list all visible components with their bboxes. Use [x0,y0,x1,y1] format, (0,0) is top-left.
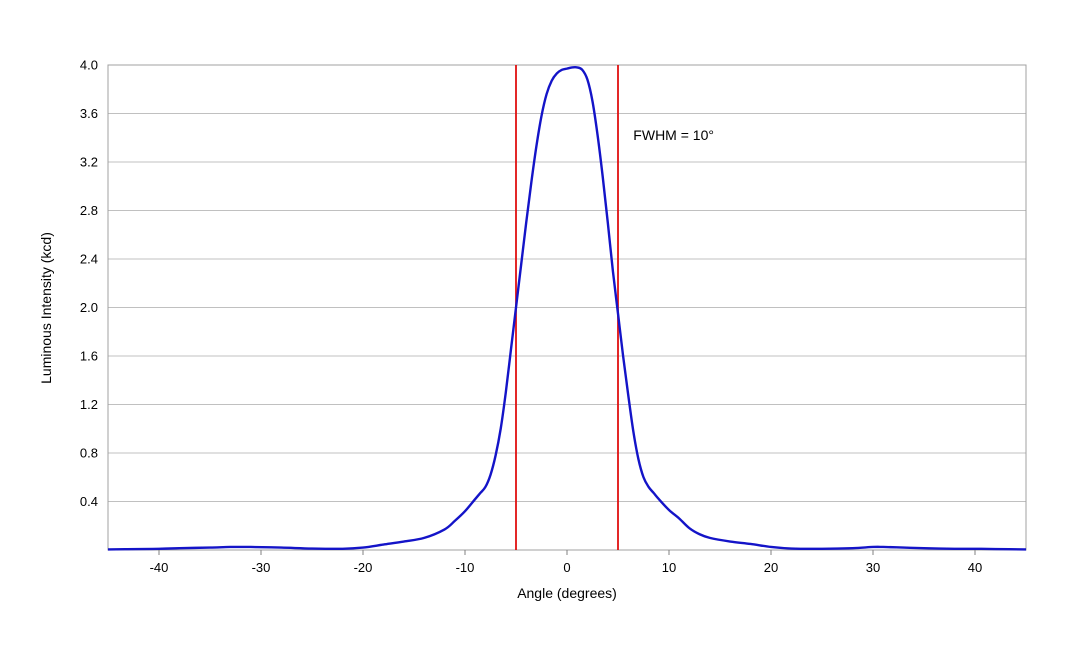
y-tick-label: 1.6 [80,349,98,364]
y-axis-title: Luminous Intensity (kcd) [38,232,54,384]
gridlines [108,64,1026,502]
y-tick-label: 2.4 [80,252,98,267]
x-tick-label: 10 [662,560,676,575]
y-tick-label: 2.8 [80,203,98,218]
series-group [107,65,1027,551]
x-tick-label: 20 [764,560,778,575]
y-tick-label: 4.0 [80,58,98,73]
x-tick-label: 30 [866,560,880,575]
y-tick-label: 0.4 [80,494,98,509]
x-axis-title: Angle (degrees) [517,585,617,601]
y-tick-label: 1.2 [80,397,98,412]
y-tick-label: 0.8 [80,446,98,461]
x-tick-label: -40 [150,560,169,575]
y-tick-label: 3.2 [80,155,98,170]
x-axis-ticks: -40 -30 -20 -10 0 10 20 30 40 [150,550,982,575]
y-tick-label: 3.6 [80,106,98,121]
annotations: FWHM = 10° [633,127,714,143]
x-tick-label: -20 [354,560,373,575]
x-tick-label: 0 [563,560,570,575]
fwhm-annotation: FWHM = 10° [633,127,714,143]
intensity-series-line-0 [107,65,1027,551]
y-axis-ticks: 0.4 0.8 1.2 1.6 2.0 2.4 2.8 3.2 3.6 4.0 [80,58,98,510]
x-tick-label: -30 [252,560,271,575]
x-tick-label: 40 [968,560,982,575]
x-tick-label: -10 [456,560,475,575]
y-tick-label: 2.0 [80,300,98,315]
